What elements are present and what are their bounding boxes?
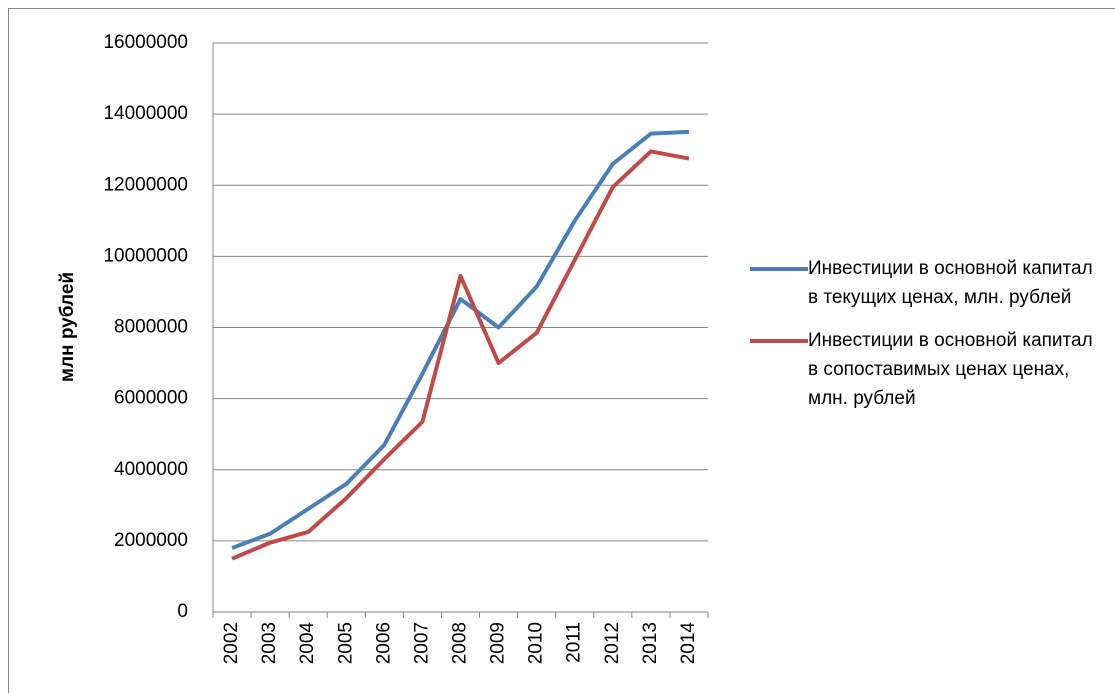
- legend-swatch: [750, 339, 808, 343]
- x-tick-label: 2008: [450, 622, 471, 664]
- x-tick-label: 2005: [335, 622, 356, 664]
- y-tick-label: 14000000: [103, 103, 188, 124]
- legend-label: Инвестиции в основной капитал в текущих …: [808, 258, 1093, 308]
- x-tick-label: 2010: [526, 622, 547, 664]
- y-tick-label: 6000000: [114, 388, 188, 409]
- legend: Инвестиции в основной капитал в текущих …: [750, 254, 1100, 427]
- x-tick-label: 2012: [602, 622, 623, 664]
- legend-item: Инвестиции в основной капитал в сопостав…: [750, 326, 1100, 413]
- x-tick-label: 2006: [373, 622, 394, 664]
- legend-swatch: [750, 267, 808, 271]
- y-tick-label: 4000000: [114, 459, 188, 480]
- legend-item: Инвестиции в основной капитал в текущих …: [750, 254, 1100, 312]
- y-tick-label: 16000000: [103, 32, 188, 53]
- chart-border: [8, 8, 1115, 693]
- x-tick-label: 2009: [488, 622, 509, 664]
- y-tick-label: 10000000: [103, 245, 188, 266]
- x-tick-label: 2004: [297, 622, 318, 665]
- line-series: [231, 149, 690, 561]
- y-tick-label: 2000000: [114, 530, 188, 551]
- x-tick-label: 2003: [259, 622, 280, 664]
- y-tick-label: 12000000: [103, 174, 188, 195]
- x-tick-label: 2011: [564, 622, 585, 663]
- line-series: [231, 129, 690, 550]
- y-axis-label: млн рублей: [57, 272, 78, 382]
- x-tick-label: 2014: [678, 622, 699, 665]
- y-tick-label: 0: [177, 601, 188, 622]
- x-tick-label: 2013: [640, 622, 661, 664]
- legend-label: Инвестиции в основной капитал в сопостав…: [808, 330, 1093, 409]
- x-tick-label: 2007: [411, 622, 432, 664]
- x-tick-label: 2002: [221, 622, 242, 664]
- y-tick-label: 8000000: [114, 317, 188, 338]
